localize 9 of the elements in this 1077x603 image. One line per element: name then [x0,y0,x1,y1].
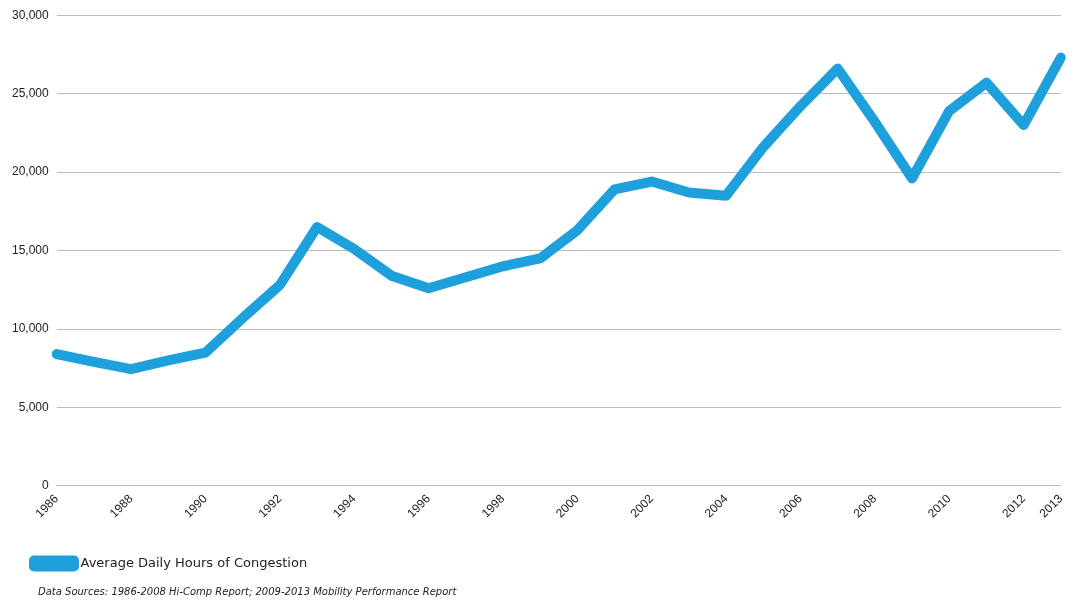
y-tick-label: 15,000 [12,242,50,257]
text: Data Sources: 1986-2008 Hi-Comp Report; 2009-2013 Mobility Performance Report [38,586,457,597]
legend-label: Average Daily Hours of Congestion [80,554,308,570]
y-tick-label: 5,000 [18,399,50,414]
y-tick-label: 0 [42,478,50,493]
y-tick-label: 10,000 [12,321,50,336]
y-tick-label: 30,000 [12,7,50,22]
y-tick-label: 20,000 [12,164,50,179]
y-tick-label: 25,000 [12,85,50,100]
